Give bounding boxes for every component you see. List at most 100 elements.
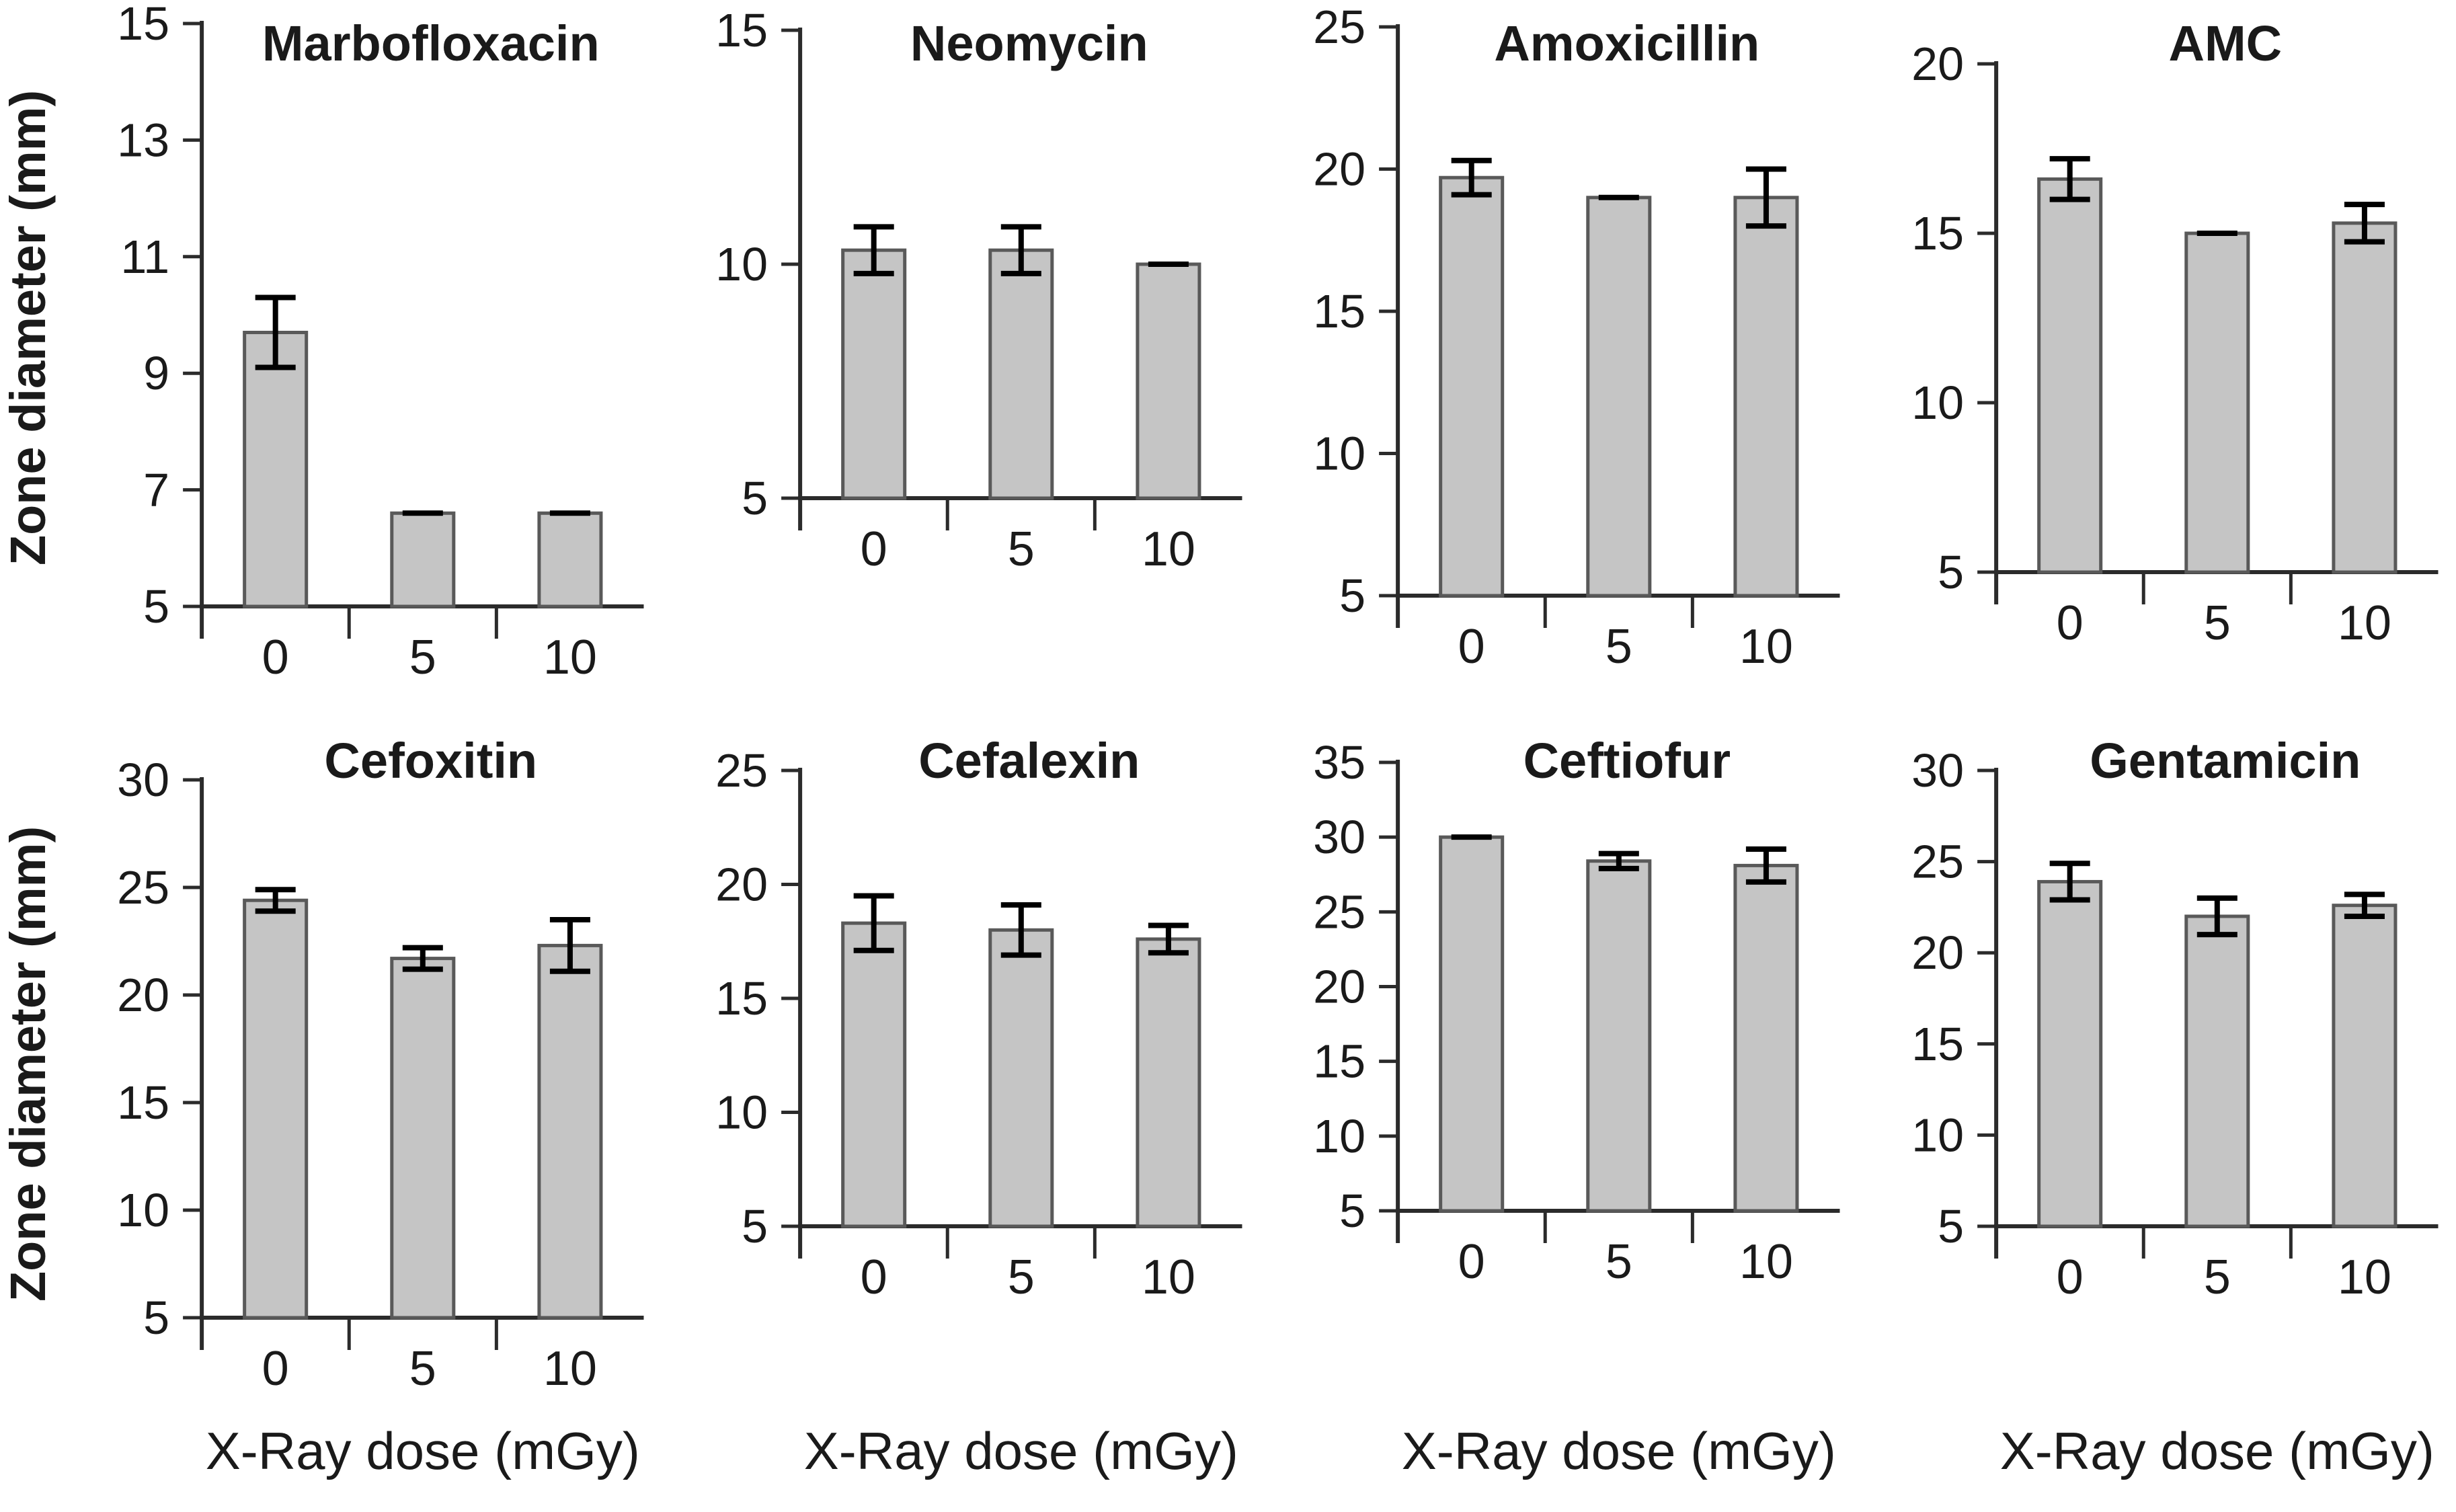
bar-5 bbox=[2184, 914, 2250, 1228]
x-tick-label: 0 bbox=[2056, 596, 2083, 650]
bar-10 bbox=[1733, 863, 1799, 1213]
x-axis-label: X-Ray dose (mGy) bbox=[1999, 1421, 2434, 1480]
y-tick-label: 5 bbox=[742, 1200, 768, 1252]
y-tick-label: 20 bbox=[1313, 143, 1365, 196]
y-tick-label: 5 bbox=[1339, 1185, 1365, 1237]
y-tick-label: 13 bbox=[117, 114, 169, 166]
chart-cefoxitin: 5 10 15 20 25 30 0 5 10 Cefoxitin X-Ray dose (mGy) bbox=[117, 736, 644, 1480]
x-tick-label: 5 bbox=[1007, 522, 1034, 576]
y-tick-label: 25 bbox=[1911, 836, 1964, 888]
bar-0 bbox=[243, 898, 309, 1320]
y-tick-label: 15 bbox=[715, 972, 768, 1025]
y-tick-label: 5 bbox=[1938, 546, 1964, 598]
y-tick-label: 10 bbox=[715, 1086, 768, 1139]
y-tick-label: 30 bbox=[117, 754, 169, 806]
x-axis-label: X-Ray dose (mGy) bbox=[206, 1421, 640, 1480]
x-tick-label: 0 bbox=[860, 522, 887, 576]
y-tick-label: 5 bbox=[1339, 569, 1365, 622]
y-tick-label: 20 bbox=[117, 969, 169, 1021]
y-tick-label: 30 bbox=[1911, 744, 1964, 797]
chart-amc: 5 10 15 20 0 5 10 AMC bbox=[1911, 15, 2438, 650]
bar-0 bbox=[1439, 175, 1505, 598]
y-tick-label: 20 bbox=[1911, 38, 1964, 90]
x-tick-label: 5 bbox=[409, 631, 436, 684]
chart-title: Marbofloxacin bbox=[262, 15, 600, 71]
chart-title: Cefalexin bbox=[918, 736, 1140, 789]
x-tick-label: 0 bbox=[2056, 1250, 2083, 1304]
chart-title: Cefoxitin bbox=[324, 736, 537, 789]
y-axis-label-row1-cell: Zone diameter (mm) bbox=[0, 0, 64, 736]
y-axis-label-row2-cell: Zone diameter (mm) bbox=[0, 736, 64, 1512]
chart-title: Ceftiofur bbox=[1523, 736, 1731, 789]
x-tick-label: 10 bbox=[2337, 596, 2391, 650]
bar-0 bbox=[840, 921, 906, 1228]
x-tick-label: 0 bbox=[860, 1250, 887, 1304]
bar-5 bbox=[390, 511, 456, 608]
y-tick-label: 15 bbox=[117, 1076, 169, 1129]
chart-title: Gentamicin bbox=[2090, 736, 2361, 789]
y-tick-label: 25 bbox=[715, 744, 768, 797]
bar-5 bbox=[1586, 196, 1652, 598]
y-tick-label: 10 bbox=[1313, 1110, 1365, 1162]
x-tick-label: 5 bbox=[409, 1342, 436, 1396]
y-tick-label: 10 bbox=[1911, 376, 1964, 429]
x-tick-label: 10 bbox=[2337, 1250, 2391, 1304]
x-tick-label: 10 bbox=[1141, 1250, 1195, 1304]
bar-0 bbox=[2036, 177, 2102, 574]
y-tick-label: 10 bbox=[117, 1184, 169, 1236]
y-tick-label: 10 bbox=[1911, 1109, 1964, 1161]
bar-5 bbox=[988, 928, 1054, 1228]
y-tick-label: 5 bbox=[143, 580, 169, 633]
y-tick-label: 30 bbox=[1313, 811, 1365, 863]
x-tick-label: 5 bbox=[1606, 620, 1632, 674]
x-tick-label: 0 bbox=[1458, 1235, 1485, 1289]
y-tick-label: 15 bbox=[715, 4, 768, 56]
chart-ceftiofur: 5 10 15 20 25 30 35 0 5 10 Ceftiofur X-Ray dose (mG… bbox=[1313, 736, 1840, 1480]
x-axis-label: X-Ray dose (mGy) bbox=[1402, 1421, 1836, 1480]
chart-amoxicillin: 5 10 15 20 25 0 5 10 Amoxicillin bbox=[1313, 1, 1840, 674]
x-tick-label: 10 bbox=[1739, 1235, 1793, 1289]
chart-title: Amoxicillin bbox=[1494, 15, 1759, 71]
y-tick-label: 15 bbox=[1313, 1035, 1365, 1088]
y-tick-label: 25 bbox=[117, 861, 169, 914]
y-tick-label: 11 bbox=[120, 231, 169, 283]
y-tick-label: 20 bbox=[715, 859, 768, 911]
y-tick-label: 20 bbox=[1911, 926, 1964, 979]
x-tick-label: 5 bbox=[2203, 1250, 2230, 1304]
x-axis-label: X-Ray dose (mGy) bbox=[803, 1421, 1238, 1480]
x-tick-label: 10 bbox=[1739, 620, 1793, 674]
y-tick-label: 7 bbox=[143, 464, 169, 516]
y-tick-label: 25 bbox=[1313, 885, 1365, 938]
x-tick-label: 5 bbox=[1007, 1250, 1034, 1304]
y-tick-label: 15 bbox=[1313, 285, 1365, 337]
x-tick-label: 10 bbox=[1141, 522, 1195, 576]
x-tick-label: 5 bbox=[2203, 596, 2230, 650]
bar-5 bbox=[1586, 859, 1652, 1213]
y-tick-label: 15 bbox=[117, 0, 169, 50]
bar-10 bbox=[537, 943, 603, 1320]
y-tick-label: 9 bbox=[143, 347, 169, 399]
bar-10 bbox=[1733, 196, 1799, 598]
x-tick-label: 0 bbox=[1458, 620, 1485, 674]
chart-marbofloxacin: 5 7 9 11 13 15 0 5 10 Marbofloxacin bbox=[117, 0, 644, 684]
bar-0 bbox=[840, 248, 906, 500]
y-tick-label: 15 bbox=[1911, 207, 1964, 260]
y-tick-label: 20 bbox=[1313, 961, 1365, 1013]
bar-10 bbox=[2331, 904, 2397, 1228]
bar-10 bbox=[537, 511, 603, 608]
x-tick-label: 5 bbox=[1606, 1235, 1632, 1289]
chart-cefalexin: 5 10 15 20 25 0 5 10 Cefalexin X-Ray dose (mGy) bbox=[715, 736, 1242, 1480]
y-tick-label: 5 bbox=[143, 1291, 169, 1344]
bar-10 bbox=[2331, 221, 2397, 574]
x-tick-label: 0 bbox=[262, 1342, 289, 1396]
y-tick-label: 5 bbox=[1938, 1200, 1964, 1252]
y-tick-label: 10 bbox=[715, 238, 768, 290]
bar-5 bbox=[988, 248, 1054, 500]
chart-title: Neomycin bbox=[910, 15, 1148, 71]
bar-0 bbox=[243, 331, 309, 608]
y-tick-label: 10 bbox=[1313, 428, 1365, 480]
bar-10 bbox=[1135, 262, 1201, 500]
chart-neomycin: 5 10 15 0 5 10 Neomycin bbox=[715, 4, 1242, 576]
x-tick-label: 10 bbox=[543, 1342, 597, 1396]
